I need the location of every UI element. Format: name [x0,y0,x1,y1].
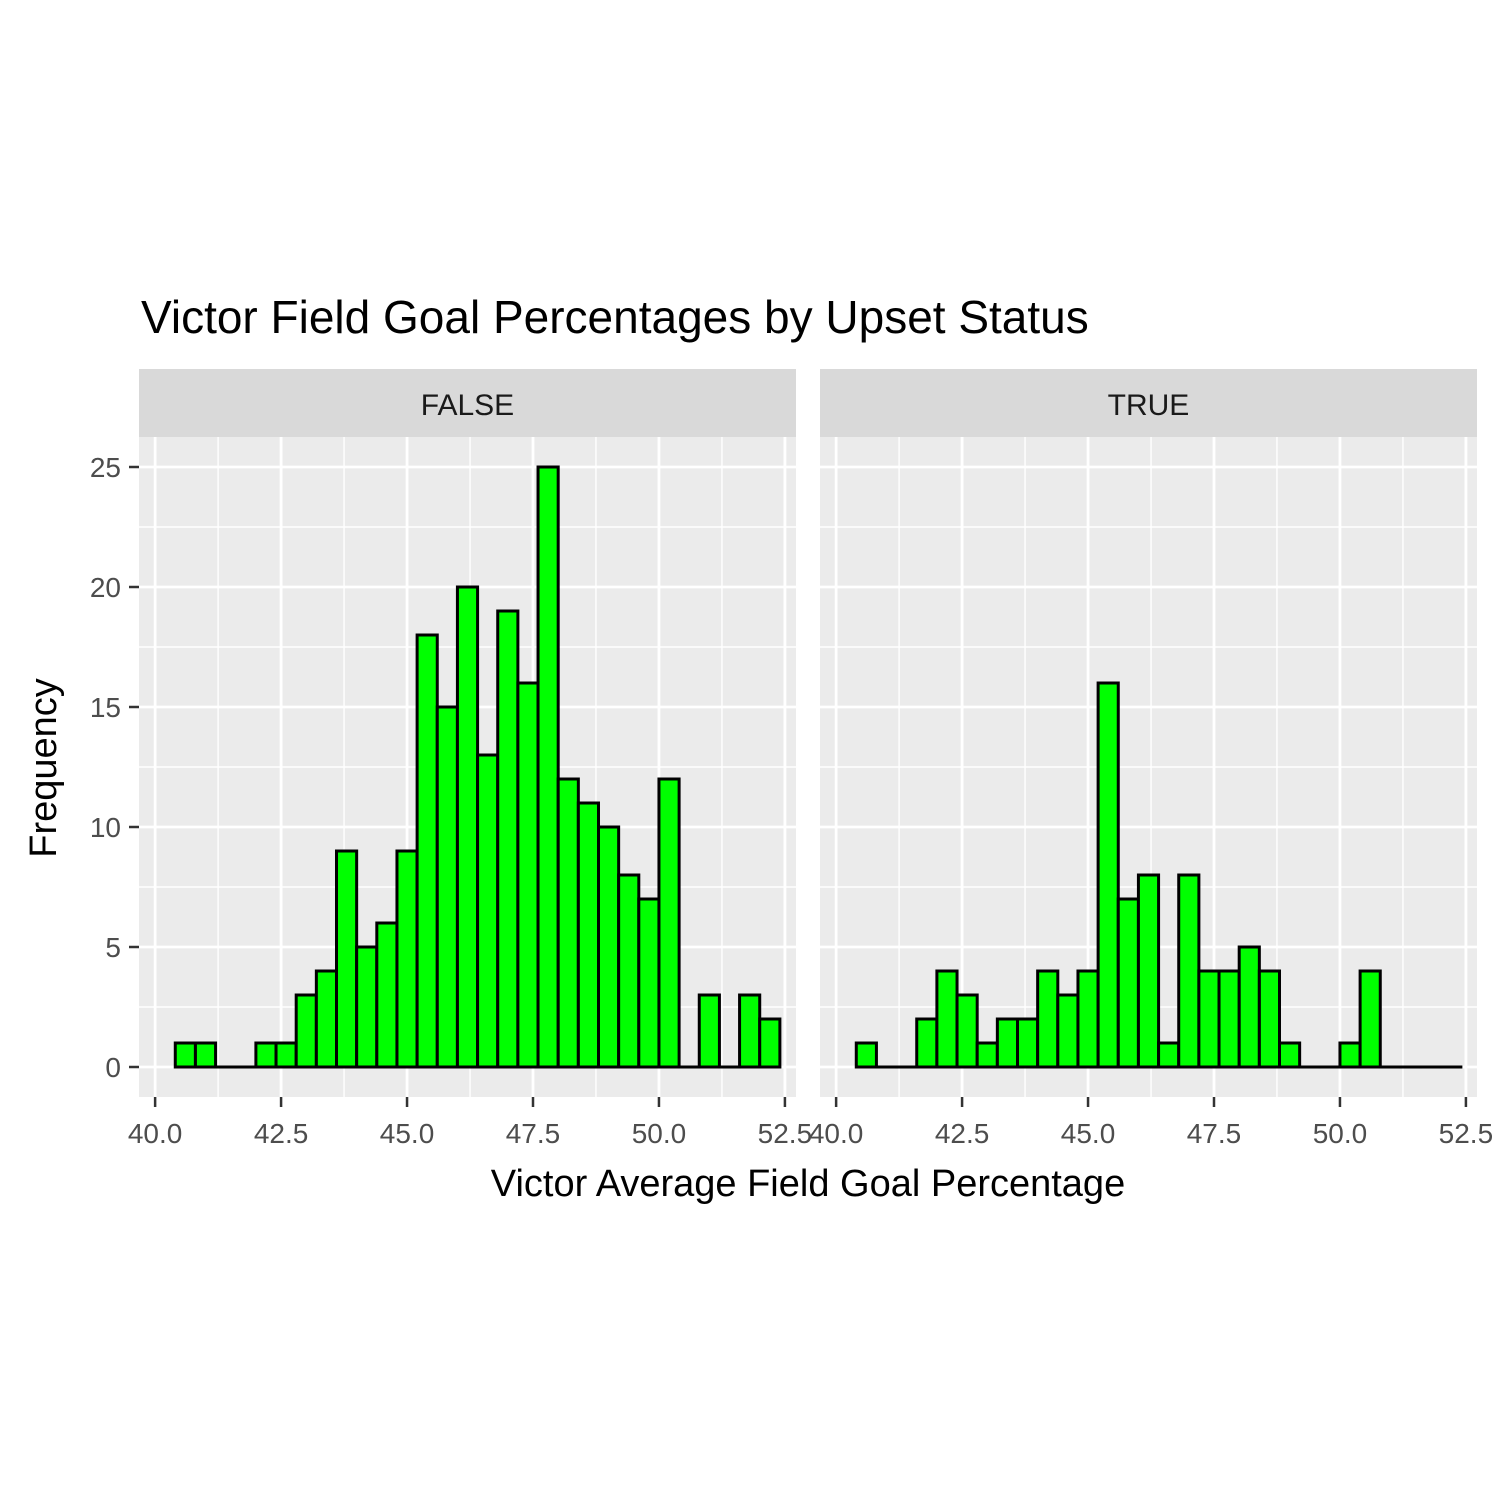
histogram-bar [516,681,540,1069]
y-tick-label: 10 [90,812,121,843]
histogram-bar [657,777,681,1069]
x-tick-label: 42.5 [935,1118,990,1149]
histogram-bar [596,825,621,1069]
histogram-bar [617,873,641,1069]
x-tick-label: 52.5 [1439,1118,1494,1149]
histogram-bar [955,993,979,1069]
histogram-bar [193,1041,218,1069]
y-tick-label: 15 [90,692,121,723]
histogram-bar [758,1017,782,1069]
facet-strip [139,369,796,437]
histogram-bar [435,705,459,1069]
histogram-bar [294,993,318,1069]
histogram-bar [415,633,439,1069]
histogram-bar [254,1041,278,1069]
histogram-bar [395,849,419,1069]
histogram-bar [576,801,600,1069]
histogram-bar [1197,969,1221,1069]
x-tick-label: 42.5 [254,1118,309,1149]
histogram-bar [1257,969,1281,1069]
panel-false: FALSE 40.0 42.5 45.0 47.5 50.0 52.5 0 5 10 15 20 25 [90,369,812,1149]
histogram-bar [975,1041,999,1069]
y-tick-label: 25 [90,452,121,483]
histogram-bar [915,1017,939,1069]
histogram-bar [556,777,580,1069]
x-tick-label: 47.5 [1187,1118,1242,1149]
y-tick-label: 20 [90,572,121,603]
facet-panels: FALSE 40.0 42.5 45.0 47.5 50.0 52.5 0 5 10 15 20 25 T… [90,369,1493,1149]
histogram-bar [1277,1041,1302,1069]
x-tick-label: 40.0 [809,1118,864,1149]
histogram-bar [476,753,500,1069]
x-tick-label: 45.0 [1061,1118,1116,1149]
histogram-bar [1358,969,1382,1069]
histogram-bar [738,993,762,1069]
facet-strip-label: FALSE [421,389,514,422]
histogram-bar [1237,945,1261,1069]
x-tick-label: 50.0 [632,1118,687,1149]
y-tick-label: 0 [105,1052,121,1083]
histogram-bar [536,465,560,1069]
histogram-bar [1116,897,1140,1069]
x-tick-label: 50.0 [1313,1118,1368,1149]
histogram-bar [1076,969,1100,1069]
histogram-bar [375,921,399,1069]
panel-true: TRUE 40.0 42.5 45.0 47.5 50.0 52.5 [809,369,1493,1149]
x-tick-label: 47.5 [506,1118,561,1149]
chart-title: Victor Field Goal Percentages by Upset S… [141,291,1089,343]
x-tick-label: 52.5 [758,1118,813,1149]
histogram-bar [1217,969,1241,1069]
x-tick-label: 45.0 [380,1118,435,1149]
histogram-bar [854,1041,878,1069]
histogram-bar [1177,873,1201,1069]
histogram-bar [697,993,721,1069]
histogram-bar [173,1041,197,1069]
histogram-bar [314,969,339,1069]
histogram-bar [1338,1041,1362,1069]
x-axis-title: Victor Average Field Goal Percentage [491,1163,1125,1205]
y-axis-title: Frequency [23,678,65,858]
histogram-bar [995,1017,1020,1069]
histogram-bar [1157,1041,1181,1069]
histogram-bar [1016,1017,1040,1069]
histogram-bar [935,969,959,1069]
histogram-bar [1136,873,1161,1069]
y-tick-label: 5 [105,932,121,963]
facet-strip-label: TRUE [1108,389,1190,422]
x-tick-label: 40.0 [128,1118,183,1149]
histogram-bar [1036,969,1060,1069]
histogram-bar [637,897,661,1069]
histogram-bar [274,1041,298,1069]
histogram-bar [496,609,520,1069]
histogram-bar [455,585,480,1069]
facet-strip [820,369,1477,437]
histogram-bar [355,945,379,1069]
histogram-bar [1056,993,1080,1069]
histogram-bar [335,849,359,1069]
histogram-bar [1096,681,1120,1069]
